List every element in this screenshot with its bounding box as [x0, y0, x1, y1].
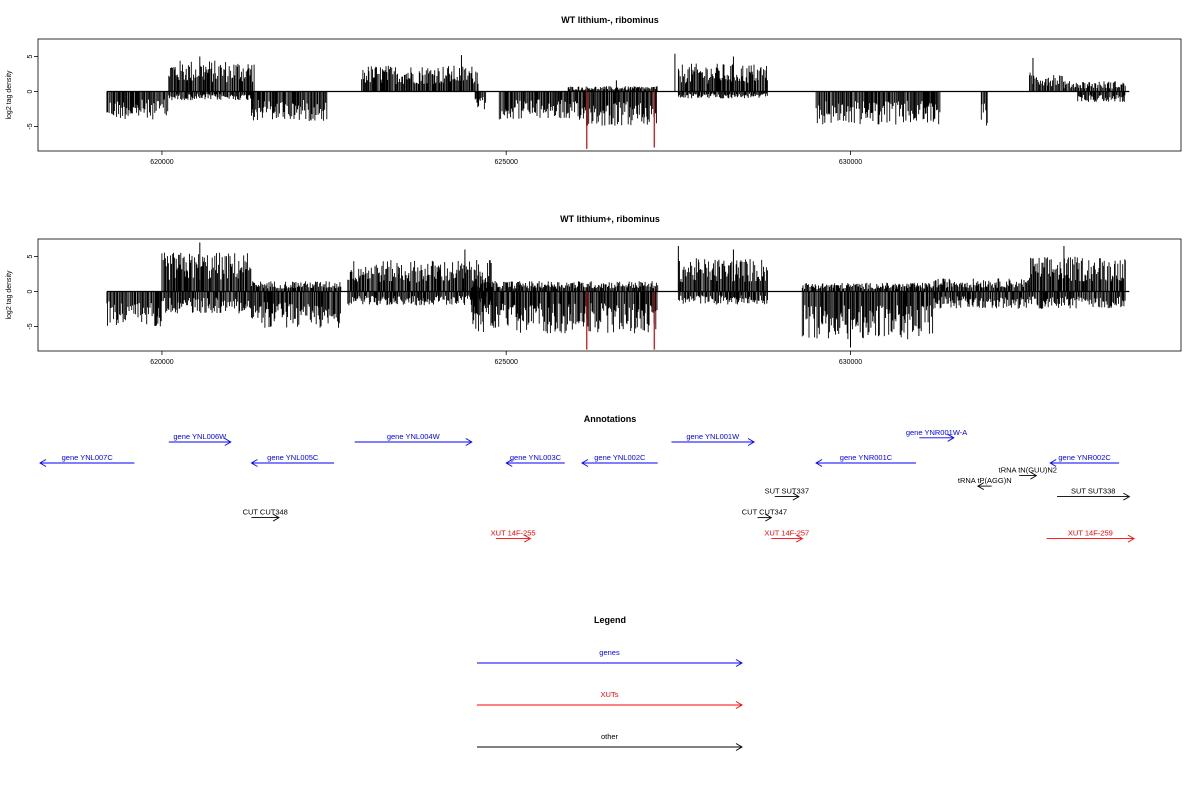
feature-label: gene YNR002C: [1058, 453, 1111, 462]
annotation-feature: SUT SUT337: [765, 487, 809, 501]
feature-arrowhead: [465, 438, 473, 446]
legend-label: XUTs: [601, 690, 619, 699]
feature-arrowhead: [765, 513, 773, 522]
feature-label: gene YNR001C: [840, 453, 893, 462]
feature-label: SUT SUT337: [765, 487, 809, 496]
y-tick-label: 0: [27, 289, 34, 293]
feature-label: gene YNL003C: [510, 453, 562, 462]
annotation-feature: gene YNL006W: [168, 432, 232, 446]
annotation-feature: SUT SUT338: [1057, 487, 1131, 501]
plot-frame: [37, 38, 1182, 152]
legend-arrowhead: [735, 701, 743, 709]
y-tick-label: 5: [27, 54, 34, 58]
annotation-feature: gene YNL002C: [581, 453, 658, 467]
y-axis-label: log2 tag density: [6, 70, 13, 120]
feature-label: gene YNL001W: [686, 432, 740, 441]
feature-arrowhead: [250, 459, 258, 467]
axis-ticks: -5 0 5 620000 625000 630000: [27, 254, 862, 366]
track-panel-lithium-minus: WT lithium-, ribominus log2 tag density …: [6, 15, 1182, 166]
feature-arrowhead: [505, 459, 513, 467]
feature-label: gene YNL007C: [62, 453, 114, 462]
y-tick-label: 0: [27, 89, 34, 93]
feature-arrowhead: [796, 534, 804, 543]
feature-label: gene YNL005C: [267, 453, 319, 462]
legend-items: genes XUTs other: [477, 648, 743, 751]
feature-arrowhead: [1127, 534, 1135, 543]
y-tick-label: -5: [27, 123, 34, 129]
feature-arrowhead: [947, 433, 955, 442]
annotation-feature: gene YNR002C: [1049, 453, 1120, 467]
density-bar-series: [106, 60, 1126, 126]
y-tick-label: 5: [27, 254, 34, 258]
feature-label: XUT 14F-257: [764, 529, 809, 538]
panel-title: WT lithium+, ribominus: [560, 214, 660, 224]
feature-label: CUT CUT348: [243, 508, 288, 517]
feature-arrowhead: [272, 513, 280, 522]
feature-arrowhead: [524, 534, 532, 543]
annotation-feature: gene YNR001C: [815, 453, 916, 467]
legend-panel: Legend genes XUTs other: [477, 615, 743, 751]
annotation-feature: CUT CUT347: [742, 508, 787, 522]
legend-arrowhead: [735, 659, 743, 667]
feature-arrowhead: [792, 492, 800, 501]
legend-label: genes: [599, 648, 620, 657]
feature-arrowhead: [1049, 459, 1057, 467]
annotation-feature: CUT CUT348: [243, 508, 288, 522]
axis-ticks: -5 0 5 620000 625000 630000: [27, 54, 862, 166]
annotation-feature: XUT 14F-259: [1046, 529, 1135, 543]
feature-label: gene YNL006W: [173, 432, 227, 441]
feature-arrowhead: [1123, 492, 1131, 501]
annotation-feature: gene YNL001W: [671, 432, 755, 446]
legend-label: other: [601, 732, 619, 741]
feature-label: gene YNR001W-A: [906, 428, 967, 437]
legend-item: genes: [477, 648, 743, 667]
annotation-feature: gene YNL005C: [250, 453, 335, 467]
panel-title: WT lithium-, ribominus: [561, 15, 659, 25]
annotation-feature: gene YNR001W-A: [906, 428, 967, 442]
density-bar-series: [106, 252, 1126, 340]
feature-arrowhead: [976, 482, 985, 490]
annotation-feature: XUT 14F-257: [764, 529, 809, 543]
feature-label: XUT 14F-259: [1068, 529, 1113, 538]
feature-label: tRNA tN(GUU)N2: [999, 466, 1057, 475]
feature-label: XUT 14F-255: [491, 529, 536, 538]
feature-arrowhead: [747, 438, 755, 446]
legend-title: Legend: [594, 615, 626, 625]
feature-label: CUT CUT347: [742, 508, 787, 517]
feature-label: gene YNL002C: [594, 453, 646, 462]
plot-frame: [37, 238, 1182, 352]
feature-arrowhead: [815, 459, 823, 467]
feature-label: gene YNL004W: [387, 432, 441, 441]
feature-arrowhead: [581, 459, 589, 467]
feature-arrowhead: [39, 459, 47, 467]
annotation-feature: gene YNL003C: [505, 453, 565, 467]
density-bars: [106, 53, 1130, 149]
x-tick-label: 630000: [839, 159, 862, 166]
annotation-features: gene YNL007C gene YNL006W gene YNL005C gene…: [39, 428, 1135, 543]
annotation-feature: gene YNL004W: [354, 432, 473, 446]
annotation-feature: tRNA tP(AGG)N: [958, 476, 1012, 490]
x-tick-label: 625000: [495, 359, 518, 366]
feature-arrowhead: [224, 438, 232, 446]
annotation-feature: tRNA tN(GUU)N2: [999, 466, 1057, 480]
legend-item: XUTs: [477, 690, 743, 709]
legend-arrowhead: [735, 743, 743, 751]
annotations-title: Annotations: [584, 414, 637, 424]
feature-arrowhead: [1030, 471, 1038, 480]
y-axis-label: log2 tag density: [6, 270, 13, 320]
x-tick-label: 620000: [150, 359, 173, 366]
annotation-feature: gene YNL007C: [39, 453, 135, 467]
legend-item: other: [477, 732, 743, 751]
y-tick-label: -5: [27, 323, 34, 329]
density-bars: [106, 242, 1130, 350]
feature-label: tRNA tP(AGG)N: [958, 476, 1012, 485]
annotation-feature: XUT 14F-255: [491, 529, 536, 543]
x-tick-label: 620000: [150, 159, 173, 166]
x-tick-label: 625000: [495, 159, 518, 166]
feature-label: SUT SUT338: [1071, 487, 1115, 496]
x-tick-label: 630000: [839, 359, 862, 366]
track-panel-lithium-plus: WT lithium+, ribominus log2 tag density …: [6, 214, 1182, 366]
